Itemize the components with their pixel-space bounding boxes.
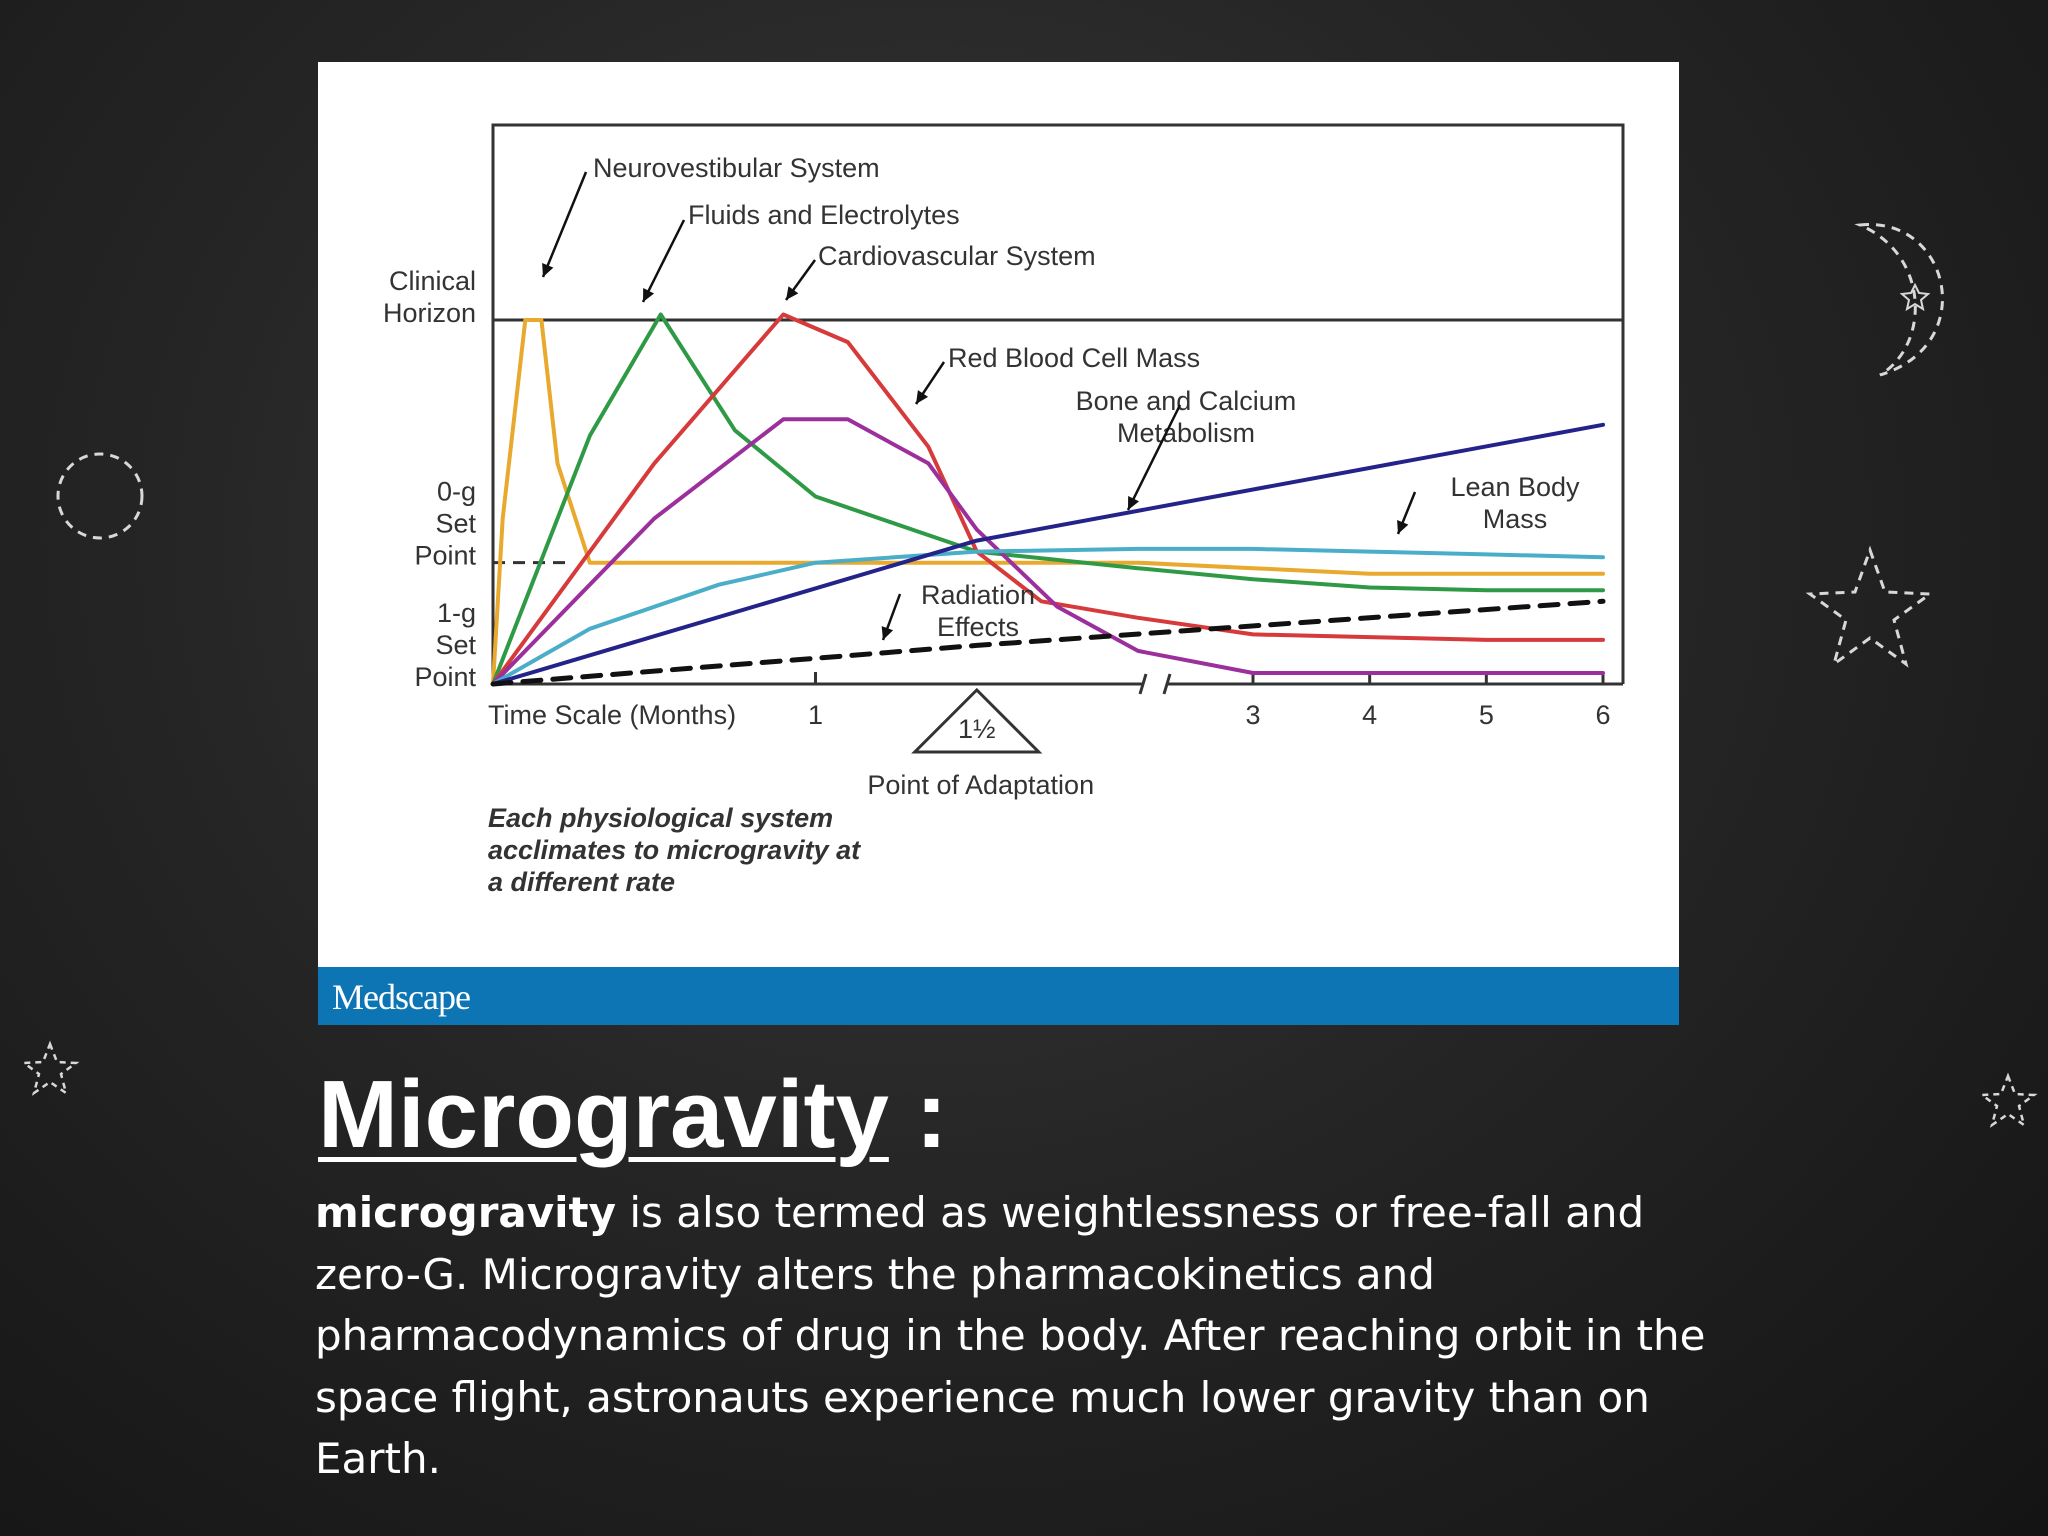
y-level-label: Point: [414, 541, 476, 571]
chart: 1 3 4 5 6 1½ Point of Adaptation Time Scale (Mo…: [383, 123, 1625, 800]
annotation-arrow: [1126, 404, 1182, 511]
slide-title-text: Microgravity: [318, 1061, 889, 1168]
series-line: [491, 422, 1605, 686]
annotation-arrowhead: [1397, 520, 1409, 534]
series-annotation-label: Radiation: [921, 580, 1035, 610]
point-of-adaptation-marker: [911, 687, 1043, 754]
series-annotation-label: Neurovestibular System: [593, 153, 880, 183]
chart-note-line: Each physiological system: [488, 803, 834, 833]
series-annotation-label: Mass: [1483, 504, 1548, 534]
y-level-label: 1-g: [437, 598, 476, 628]
x-tick-label: 3: [1245, 700, 1260, 730]
slide-body-rest: is also termed as weightlessness or free…: [315, 1188, 1706, 1483]
x-tick-label: 6: [1595, 700, 1610, 730]
y-level-label: Horizon: [383, 298, 476, 328]
series-line: [491, 546, 1605, 686]
slide-title: Microgravity :: [318, 1060, 947, 1170]
series-line: [491, 312, 1605, 686]
y-level-label: Clinical: [389, 266, 476, 296]
annotation-arrowhead: [916, 390, 929, 404]
series-annotation-label: Lean Body: [1450, 472, 1580, 502]
y-level-label: Set: [435, 630, 476, 660]
annotation-arrowhead: [542, 263, 554, 277]
annotation-arrowhead: [881, 626, 894, 640]
x-tick-label: 4: [1362, 700, 1377, 730]
x-axis-break-mark: [1162, 673, 1172, 695]
annotation-arrowhead: [643, 288, 655, 302]
annotation-arrow: [641, 219, 686, 303]
x-axis-break-mark: [1138, 673, 1148, 695]
series-line: [491, 318, 1605, 686]
series-annotation-label: Metabolism: [1117, 418, 1255, 448]
series-line: [491, 312, 1605, 686]
y-level-label: 0-g: [437, 477, 476, 507]
slide-title-colon: :: [888, 1061, 948, 1168]
chart-note: Each physiological system acclimates to …: [488, 802, 968, 898]
figure-footer: Medscape: [318, 967, 1679, 1025]
chart-frame-border: [491, 123, 1625, 684]
y-level-label: Point: [414, 662, 476, 692]
series-line: [491, 417, 1605, 686]
star-doodle-icon: [1805, 545, 1935, 668]
small-star-doodle-icon: [20, 1040, 80, 1096]
series-annotation-label: Effects: [937, 612, 1019, 642]
moon-doodle-icon: [1854, 223, 1944, 377]
y-level-label: Set: [435, 509, 476, 539]
series-annotation-label: Fluids and Electrolytes: [688, 200, 960, 230]
x-axis-title: Time Scale (Months): [488, 700, 736, 730]
series-annotation-label: Bone and Calcium: [1076, 386, 1297, 416]
series-line: [490, 598, 1606, 687]
slide-body-lead: microgravity: [315, 1188, 616, 1237]
point-of-adaptation-label: Point of Adaptation: [867, 770, 1094, 800]
annotation-arrowhead: [786, 286, 799, 300]
medscape-logo: Medscape: [332, 977, 471, 1017]
slide-body: microgravity is also termed as weightles…: [315, 1182, 1715, 1490]
annotation-arrowhead: [1128, 496, 1140, 510]
x-tick-label: 5: [1479, 700, 1494, 730]
small-star-doodle-icon: [1978, 1072, 2038, 1128]
annotation-arrow: [541, 171, 588, 278]
circle-doodle-icon: [56, 452, 144, 540]
series-annotation-label: Red Blood Cell Mass: [948, 343, 1200, 373]
chart-note-line: a different rate: [488, 867, 676, 897]
series-annotation-label: Cardiovascular System: [818, 241, 1096, 271]
x-tick-label: 1½: [958, 714, 996, 744]
x-tick-label: 1: [808, 700, 823, 730]
chart-note-line: acclimates to microgravity at: [488, 835, 861, 865]
figure-card: 1 3 4 5 6 1½ Point of Adaptation Time Scale (Mo…: [318, 62, 1679, 1025]
